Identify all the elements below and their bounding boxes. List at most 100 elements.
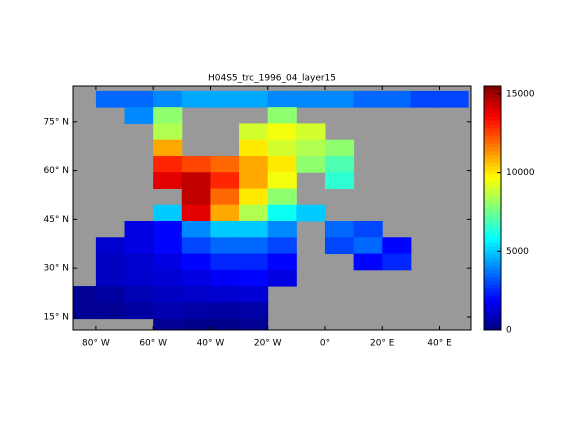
cell xyxy=(124,221,154,238)
cell xyxy=(181,90,211,108)
x-tick-label: 0° xyxy=(320,339,330,349)
colorbar-swatch xyxy=(484,93,501,98)
cell xyxy=(181,253,211,271)
colorbar-swatch xyxy=(484,135,501,140)
colorbar-swatch xyxy=(484,227,501,232)
cell xyxy=(153,318,183,331)
colorbar-swatch xyxy=(484,288,501,293)
cell xyxy=(239,188,269,206)
colorbar-swatch xyxy=(484,307,501,312)
cell xyxy=(324,172,355,189)
cell xyxy=(267,123,297,141)
colorbar-swatch xyxy=(484,192,501,198)
cell xyxy=(153,286,183,303)
cell xyxy=(267,253,297,271)
colorbar-swatch xyxy=(484,101,501,106)
colorbar-swatch xyxy=(484,249,501,255)
cell xyxy=(239,269,269,287)
colorbar-swatch xyxy=(484,86,501,91)
colorbar-swatch xyxy=(484,154,501,159)
colorbar-swatch xyxy=(484,314,501,320)
cell xyxy=(210,237,240,255)
colorbar-swatch xyxy=(484,147,501,152)
colorbar-frame xyxy=(483,85,502,331)
colorbar-swatch xyxy=(484,120,501,125)
cell xyxy=(124,253,154,271)
cell xyxy=(153,221,183,238)
colorbar-swatch xyxy=(484,162,501,167)
colorbar-swatch xyxy=(484,185,501,190)
cell xyxy=(296,123,326,141)
colorbar-tick-label: 15000 xyxy=(506,89,535,99)
cell xyxy=(324,90,355,108)
cell xyxy=(181,269,211,287)
colorbar-swatch xyxy=(484,223,501,228)
colorbar-swatch xyxy=(484,150,501,156)
cell xyxy=(210,302,240,320)
cell xyxy=(382,90,412,108)
cell xyxy=(410,90,441,108)
colorbar-swatch xyxy=(484,303,501,308)
cell xyxy=(239,204,269,222)
cell xyxy=(153,155,183,173)
cell xyxy=(267,139,297,157)
cell xyxy=(324,155,355,173)
cell xyxy=(210,204,240,222)
cell xyxy=(239,302,269,320)
colorbar-swatch xyxy=(484,230,501,236)
cell xyxy=(181,286,211,303)
cell xyxy=(382,237,412,255)
x-tick-label: 60° W xyxy=(139,339,167,349)
colorbar-swatch xyxy=(484,188,501,194)
cell xyxy=(239,123,269,141)
cell xyxy=(324,237,355,255)
colorbar-swatch xyxy=(484,112,501,117)
colorbar-swatch xyxy=(484,173,501,178)
cell xyxy=(124,269,154,287)
cell xyxy=(95,253,126,271)
cell xyxy=(95,90,126,108)
cell xyxy=(153,90,183,108)
colorbar-swatch xyxy=(484,265,501,270)
colorbar-swatch xyxy=(484,204,501,209)
colorbar-swatch xyxy=(484,276,501,281)
cell xyxy=(267,188,297,206)
cell xyxy=(181,155,211,173)
x-tick-label: 40° E xyxy=(427,339,452,349)
cell xyxy=(267,155,297,173)
colorbar-swatch xyxy=(484,253,501,259)
colorbar-swatch xyxy=(484,322,501,327)
cell xyxy=(353,221,383,238)
colorbar-swatch xyxy=(484,284,501,289)
cell xyxy=(181,237,211,255)
cell xyxy=(181,221,211,238)
y-tick-label: 75° N xyxy=(43,117,69,127)
cell xyxy=(124,302,154,320)
y-tick-label: 15° N xyxy=(43,312,69,322)
colorbar-swatch xyxy=(484,200,501,205)
cell xyxy=(181,172,211,189)
colorbar-swatch xyxy=(484,89,501,95)
colorbar-swatch xyxy=(484,211,501,217)
colorbar-swatch xyxy=(484,219,501,224)
cell xyxy=(124,90,154,108)
cell xyxy=(153,107,183,124)
cell xyxy=(153,302,183,320)
cell xyxy=(267,90,297,108)
cell xyxy=(439,90,469,108)
cell xyxy=(153,139,183,157)
cell xyxy=(153,253,183,271)
cell xyxy=(239,221,269,238)
cell xyxy=(124,286,154,303)
colorbar-swatch xyxy=(484,242,501,247)
cell xyxy=(239,172,269,189)
colorbar-swatch xyxy=(484,208,501,213)
colorbar-swatch xyxy=(484,143,501,148)
colorbar-swatch xyxy=(484,124,501,129)
cell xyxy=(153,269,183,287)
x-tick-label: 40° W xyxy=(197,339,225,349)
cell xyxy=(210,253,240,271)
cell xyxy=(95,302,126,320)
cell xyxy=(210,172,240,189)
